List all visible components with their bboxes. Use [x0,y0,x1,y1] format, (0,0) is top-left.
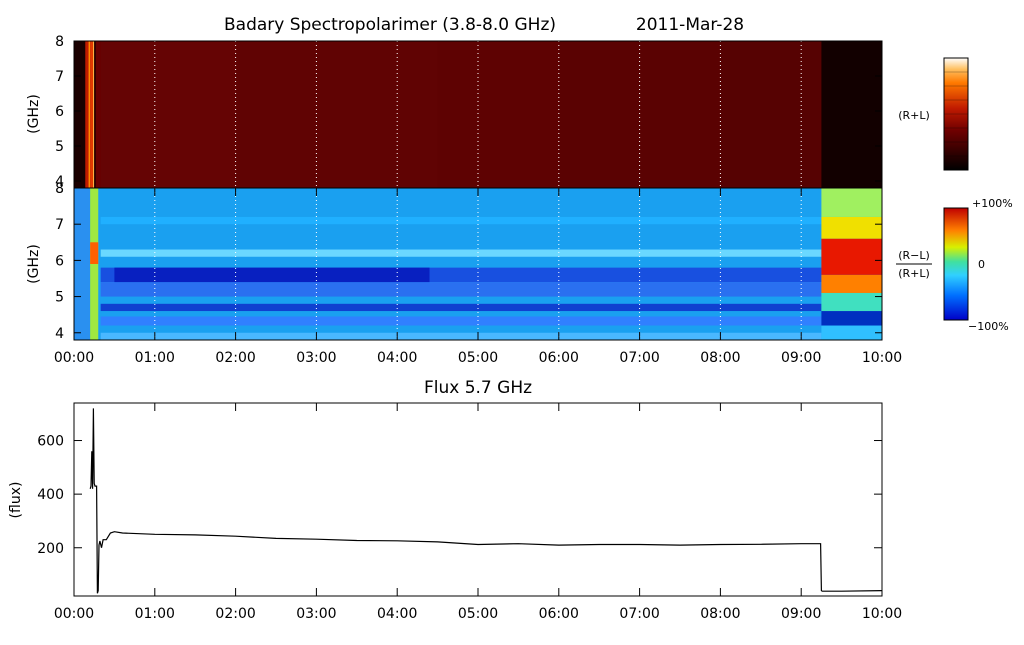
x-tick-label: 04:00 [377,606,417,622]
polarization-hour-grid [154,188,802,340]
x-tick-label: 06:00 [539,350,579,366]
x-tick-label: 00:00 [54,606,94,622]
intensity-cell [90,41,93,188]
intensity-hour-grid [154,41,802,188]
intensity-cell [720,41,822,188]
polarization-band [100,332,822,340]
y-tick-label: 8 [55,34,64,50]
figure-title: Badary Spectropolarimer (3.8-8.0 GHz) [224,15,556,35]
polarization-side-label-bottom: (R+L) [898,267,930,280]
polarization-cell [90,242,99,264]
flux-title: Flux 5.7 GHz [424,378,532,398]
polarization-side-label-top: (R−L) [898,249,930,262]
y-tick-label: 6 [55,104,64,120]
x-tick-label: 05:00 [458,606,498,622]
polarization-band [100,303,822,312]
polarization-band [100,249,822,257]
y-tick-label: 5 [55,290,64,306]
polarization-cell [821,238,882,275]
x-tick-label: 02:00 [215,350,255,366]
top-x-axis: 00:00 01:00 02:00 03:00 04:00 05:00 06:00 07:00… [54,188,902,366]
flux-frame [73,402,883,597]
polarization-cell [821,188,882,217]
polarization-cell [74,188,91,340]
polarization-cell [821,292,882,312]
x-tick-label: 07:00 [619,350,659,366]
y-tick-label: 4 [55,174,64,190]
intensity-cell [85,41,89,188]
x-tick-label: 08:00 [700,350,740,366]
x-tick-label: 07:00 [619,606,659,622]
polarization-colorbar-zero-label: 0 [978,258,985,271]
intensity-cell [100,41,236,188]
intensity-cell [74,41,86,188]
intensity-panel: 4 5 6 7 8 (GHz) (R+L) [26,34,969,190]
polarization-colorbar-max-label: +100% [972,197,1013,210]
x-tick-label: 10:00 [862,606,902,622]
flux-x-axis: 00:00 01:00 02:00 03:00 04:00 05:00 06:00 07:00… [54,403,902,622]
polarization-band [100,216,822,225]
polarization-colorbar-min-label: −100% [968,320,1009,333]
polarization-heatmap-cells [74,188,882,340]
intensity-colorbar [943,57,969,171]
intensity-cell [437,41,559,188]
intensity-side-label: (R+L) [898,109,930,122]
x-tick-label: 10:00 [862,350,902,366]
x-tick-label: 01:00 [135,350,175,366]
intensity-cell [92,41,95,188]
y-tick-label: 5 [55,139,64,155]
polarization-band [114,267,430,283]
x-tick-label: 04:00 [377,350,417,366]
polarization-cell [821,274,882,293]
polarization-cell [821,216,882,239]
intensity-cell [94,41,96,188]
flux-series-line [89,408,883,594]
intensity-cell [88,41,91,188]
intensity-y-axis: 4 5 6 7 8 [55,34,882,190]
intensity-y-label: (GHz) [26,94,42,134]
y-tick-label: 8 [55,181,64,197]
x-tick-label: 02:00 [215,606,255,622]
x-tick-label: 00:00 [54,350,94,366]
y-tick-label: 400 [37,487,64,503]
intensity-colorbar-ticks [944,71,968,157]
flux-y-axis: 200 400 600 [37,434,882,557]
y-tick-label: 600 [37,434,64,450]
flux-panel: Flux 5.7 GHz 200 400 600 00:00 01:00 02:00 03… [8,378,902,622]
polarization-band [100,282,822,297]
polarization-panel: 4 5 6 7 8 (GHz) (R−L) (R+L) +100% 0 −100% 00… [26,181,1013,366]
intensity-cell [95,41,101,188]
intensity-cell [235,41,438,188]
intensity-cell [821,41,882,188]
x-tick-label: 08:00 [700,606,740,622]
x-tick-label: 03:00 [296,606,336,622]
polarization-colorbar [943,207,969,321]
polarization-cell [821,325,882,340]
flux-y-label: (flux) [8,482,24,519]
y-tick-label: 6 [55,253,64,269]
x-tick-label: 05:00 [458,350,498,366]
x-tick-label: 09:00 [781,350,821,366]
polarization-y-axis: 4 5 6 7 8 [55,181,882,342]
x-tick-label: 03:00 [296,350,336,366]
polarization-cell [821,311,882,326]
polarization-band [100,316,822,326]
y-tick-label: 4 [55,326,64,342]
y-tick-label: 7 [55,217,64,233]
x-tick-label: 01:00 [135,606,175,622]
x-tick-label: 09:00 [781,606,821,622]
polarization-y-label: (GHz) [26,244,42,284]
x-tick-label: 06:00 [539,606,579,622]
intensity-heatmap-cells [74,41,882,188]
figure-date: 2011-Mar-28 [636,15,744,35]
y-tick-label: 200 [37,541,64,557]
y-tick-label: 7 [55,69,64,85]
